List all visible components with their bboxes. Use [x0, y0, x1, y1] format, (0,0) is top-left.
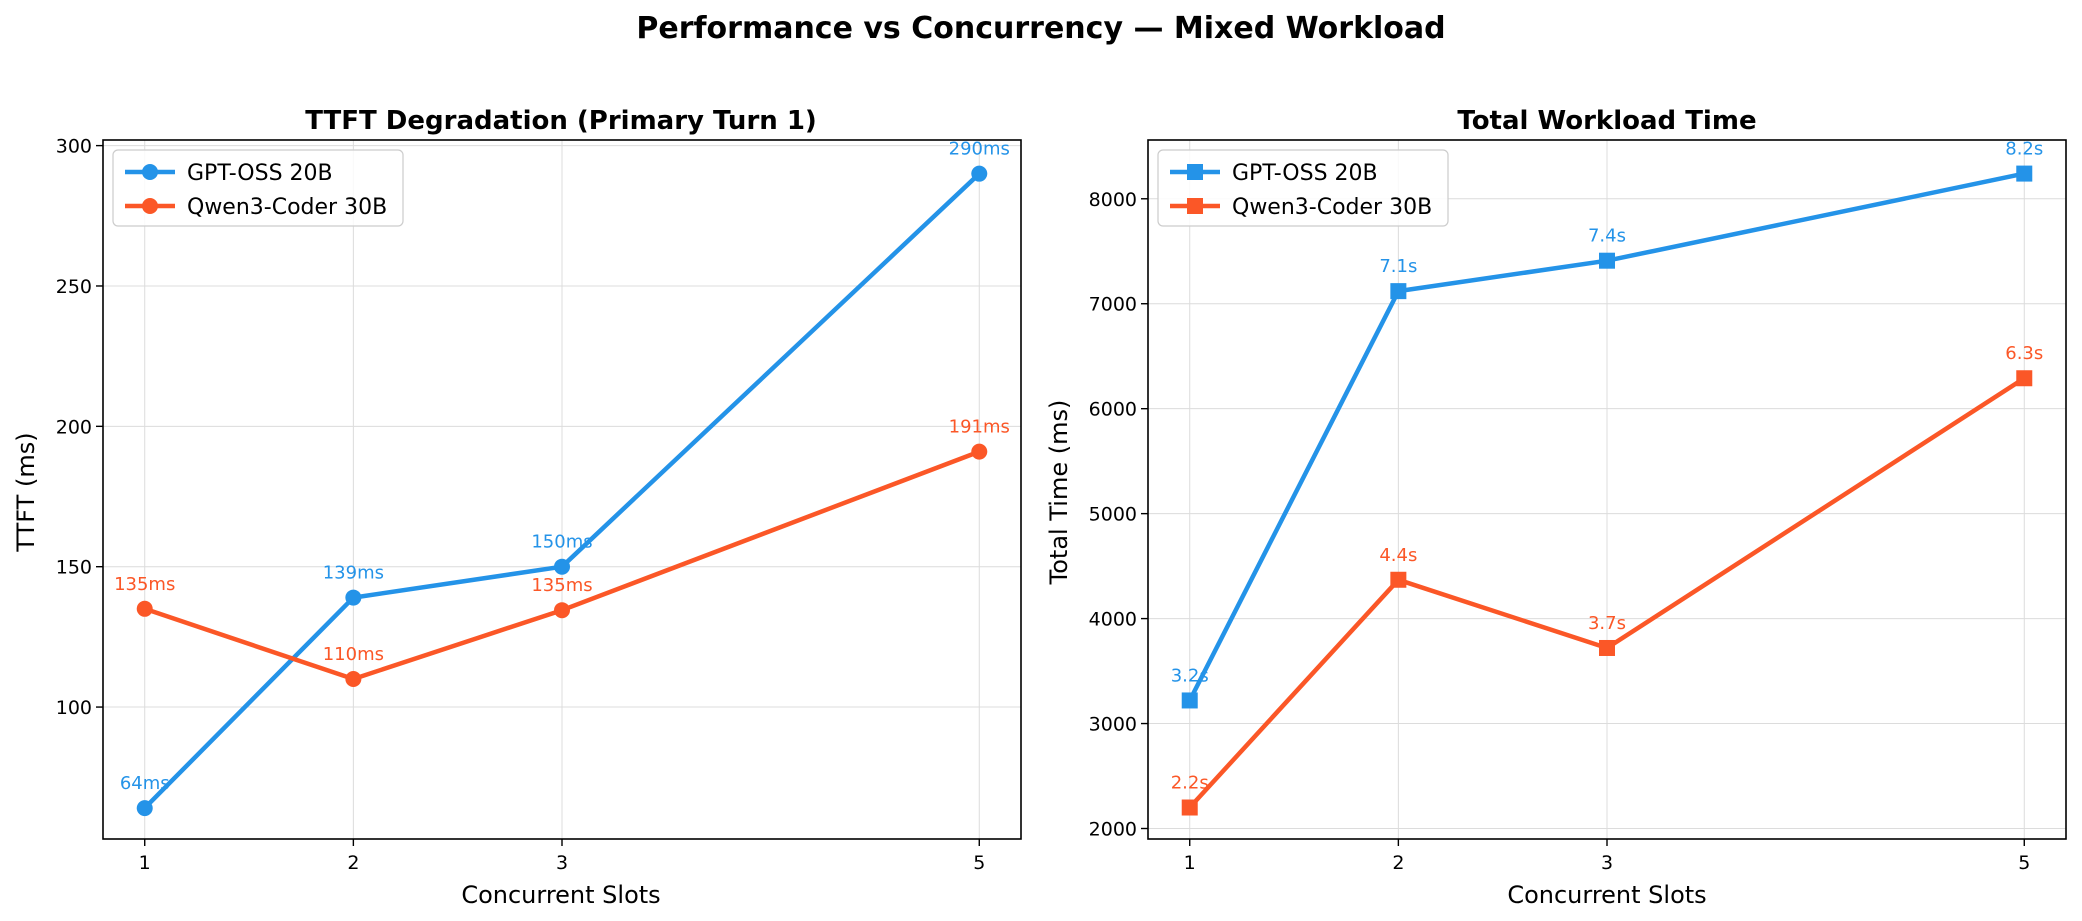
ttft-series-gpt-oss-line — [143, 172, 981, 810]
ttft-series-gpt-oss-data-label: 139ms — [323, 563, 384, 584]
total-time-series-gpt-oss-data-label: 3.2s — [1171, 665, 1209, 686]
total-time-chart-ylabel: Total Time (ms) — [1045, 400, 1073, 586]
ttft-legend-label: Qwen3-Coder 30B — [187, 195, 387, 220]
total-time-ytick-label: 7000 — [1089, 294, 1137, 316]
ttft-series-qwen3-coder-data-label: 110ms — [323, 644, 384, 665]
total-time-ytick-label: 4000 — [1089, 609, 1137, 631]
ttft-series-qwen3-coder-point — [554, 602, 570, 619]
ttft-series-gpt-oss-point — [136, 800, 153, 817]
total-time-legend-label: GPT-OSS 20B — [1232, 161, 1378, 186]
total-time-chart-xlabel: Concurrent Slots — [1507, 881, 1706, 909]
total-time-series-gpt-oss-data-label: 7.4s — [1588, 226, 1626, 247]
total-time-series-qwen3-coder-point — [1599, 639, 1615, 656]
total-time-xtick-label: 5 — [2018, 852, 2030, 874]
total-time-ytick-label: 5000 — [1089, 504, 1137, 526]
total-time-series-gpt-oss: 3.2s 7.1s 7.4s 8.2s — [1171, 139, 2043, 709]
total-time-plot-frame — [1147, 139, 2067, 840]
total-time-xtick-label: 1 — [1184, 852, 1196, 874]
ttft-series-gpt-oss-point — [554, 558, 570, 575]
total-time-ytick-label: 3000 — [1089, 714, 1137, 736]
ttft-series-gpt-oss-point — [971, 165, 988, 182]
total-time-series-qwen3-coder-data-label: 2.2s — [1171, 773, 1209, 794]
total-time-series-qwen3-coder-data-label: 4.4s — [1379, 545, 1417, 566]
total-time-series-gpt-oss-point — [1390, 283, 1407, 300]
ttft-chart-panel: TTFT Degradation (Primary Turn 1) Concur… — [12, 106, 1022, 909]
total-time-xtick-label: 2 — [1392, 852, 1404, 874]
ttft-series-gpt-oss-data-label: 150ms — [531, 532, 592, 553]
total-time-legend-marker — [1187, 198, 1203, 214]
total-time-series-qwen3-coder-data-label: 6.3s — [2005, 343, 2043, 364]
total-time-legend-box — [1157, 149, 1449, 227]
ttft-ytick-label: 100 — [56, 697, 92, 719]
ttft-series-qwen3-coder-data-label: 135ms — [531, 575, 592, 596]
total-time-series-gpt-oss-data-label: 7.1s — [1379, 256, 1417, 277]
ttft-series-qwen3-coder: 135ms 110ms 135ms 191ms — [114, 417, 1010, 687]
total-time-series-gpt-oss-point — [1599, 252, 1615, 269]
ttft-chart-xlabel: Concurrent Slots — [461, 881, 660, 909]
ttft-ytick-label: 300 — [56, 136, 92, 158]
total-time-chart-title: Total Workload Time — [1457, 106, 1756, 136]
ttft-legend-marker — [142, 198, 158, 214]
figure-suptitle: Performance vs Concurrency — Mixed Workl… — [636, 11, 1445, 46]
ttft-series-qwen3-coder-point — [971, 443, 988, 460]
ttft-xtick-label: 2 — [347, 852, 359, 874]
ttft-legend-box — [112, 149, 404, 227]
total-time-series-qwen3-coder-line — [1188, 376, 2026, 810]
ttft-xtick-label: 1 — [139, 852, 151, 874]
total-time-series-qwen3-coder-point — [1181, 799, 1198, 816]
total-time-xtick-label: 3 — [1601, 852, 1613, 874]
total-time-series-gpt-oss-point — [1181, 692, 1198, 709]
total-time-series-qwen3-coder-point — [1390, 571, 1407, 588]
total-time-series-qwen3-coder: 2.2s 4.4s 3.7s 6.3s — [1171, 343, 2043, 816]
ttft-series-gpt-oss-point — [345, 589, 362, 606]
ttft-series-qwen3-coder-data-label: 135ms — [114, 574, 175, 595]
total-time-series-gpt-oss-point — [2016, 165, 2033, 182]
ttft-legend-marker — [142, 164, 158, 180]
total-time-series-qwen3-coder-data-label: 3.7s — [1588, 613, 1626, 634]
ttft-xtick-label: 5 — [973, 852, 985, 874]
total-time-series-qwen3-coder-point — [2016, 370, 2033, 387]
ttft-plot-frame — [102, 139, 1022, 840]
ttft-series-qwen3-coder-point — [136, 600, 153, 617]
total-time-series-gpt-oss-data-label: 8.2s — [2005, 139, 2043, 160]
ttft-series-gpt-oss-data-label: 290ms — [949, 139, 1010, 160]
ttft-chart-ylabel: TTFT (ms) — [12, 432, 40, 552]
total-time-ytick-label: 2000 — [1089, 819, 1137, 841]
total-time-chart-panel: Total Workload Time Concurrent Slots Tot… — [1045, 106, 2067, 909]
ttft-chart-title: TTFT Degradation (Primary Turn 1) — [305, 106, 817, 136]
ttft-series-qwen3-coder-line — [143, 449, 981, 682]
ttft-xtick-label: 3 — [556, 852, 568, 874]
ttft-ytick-label: 200 — [56, 416, 92, 438]
ttft-ytick-label: 250 — [56, 276, 92, 298]
ttft-ytick-label: 150 — [56, 557, 92, 579]
ttft-series-qwen3-coder-point — [345, 670, 362, 687]
total-time-legend-marker — [1187, 164, 1203, 180]
total-time-ytick-label: 8000 — [1089, 189, 1137, 211]
total-time-legend: GPT-OSS 20B Qwen3-Coder 30B — [1157, 149, 1449, 227]
total-time-legend-label: Qwen3-Coder 30B — [1232, 195, 1432, 220]
ttft-series-gpt-oss-data-label: 64ms — [120, 773, 170, 794]
total-time-series-gpt-oss-line — [1187, 171, 2025, 702]
total-time-ytick-label: 6000 — [1089, 399, 1137, 421]
ttft-series-qwen3-coder-data-label: 191ms — [949, 417, 1010, 438]
ttft-series-gpt-oss: 64ms 139ms 150ms 290ms — [120, 139, 1010, 817]
ttft-legend-label: GPT-OSS 20B — [187, 161, 333, 186]
ttft-legend: GPT-OSS 20B Qwen3-Coder 30B — [112, 149, 404, 227]
